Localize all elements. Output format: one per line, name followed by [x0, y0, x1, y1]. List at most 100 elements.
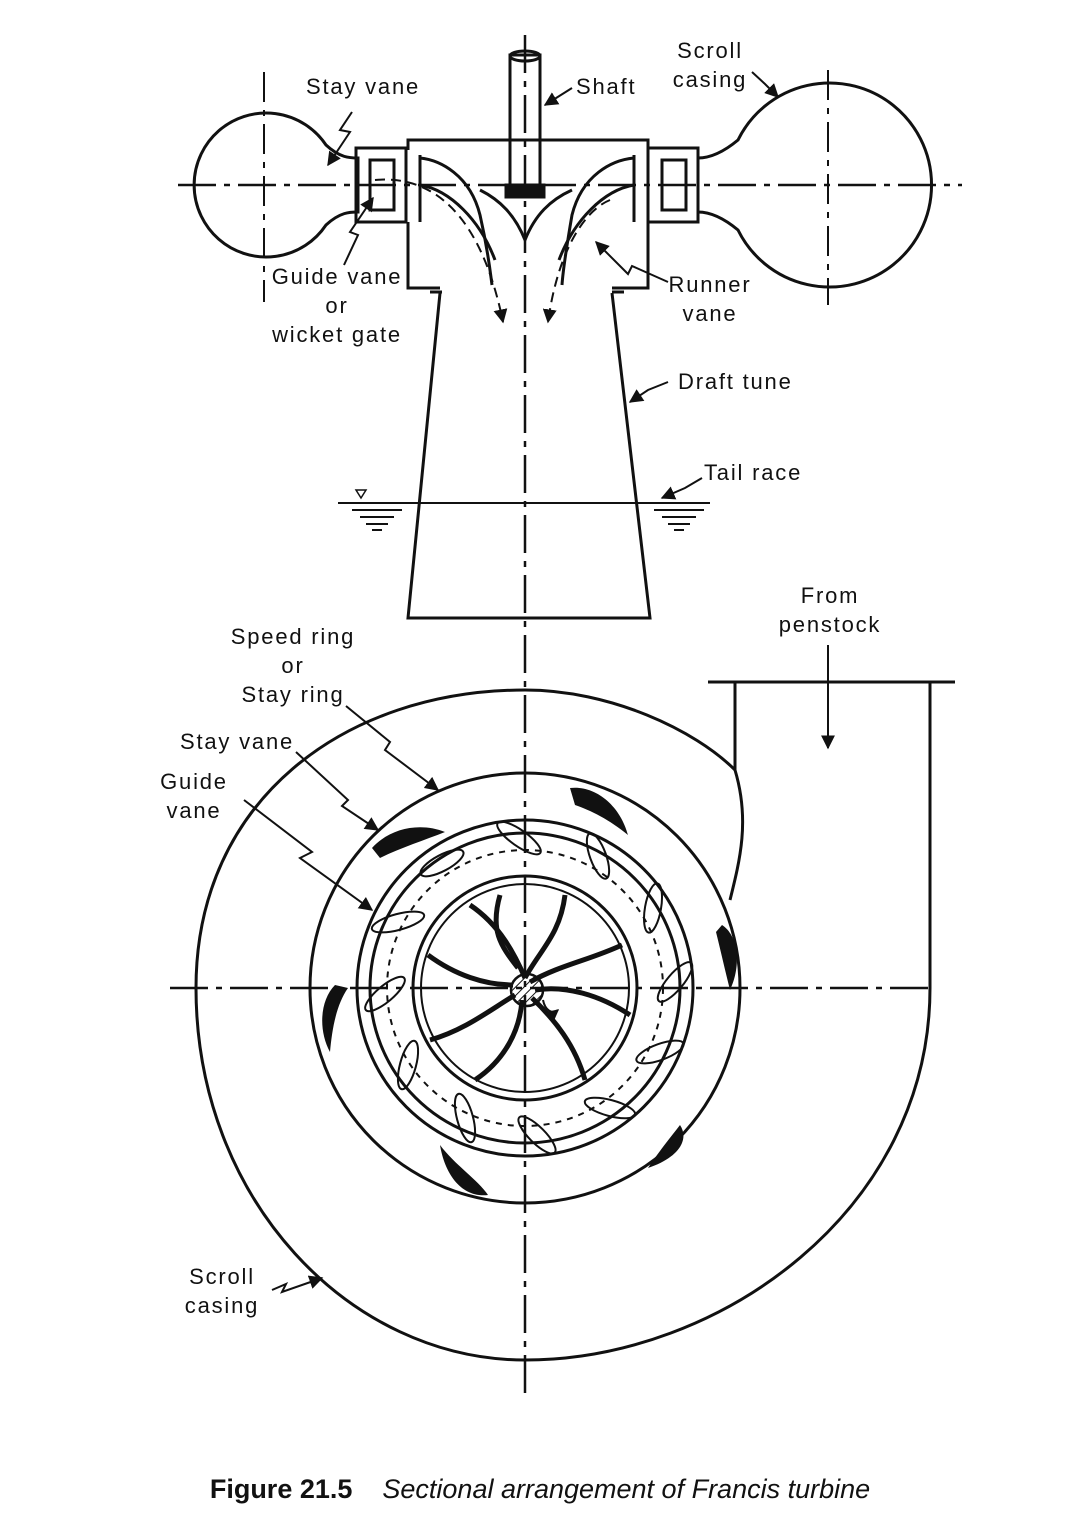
guide-vane	[364, 975, 406, 1013]
label-guide-vane-top: Guide vane or wicket gate	[266, 262, 408, 349]
guide-vane-right	[660, 158, 688, 212]
label-from-penstock: From penstock	[770, 581, 890, 639]
label-scroll-casing-top: Scroll casing	[668, 36, 752, 94]
label-line: vane	[682, 301, 738, 326]
stay-vane	[440, 1145, 488, 1196]
scroll-casing-inner	[728, 769, 745, 901]
label-tail-race: Tail race	[704, 460, 803, 485]
label-shaft: Shaft	[576, 74, 637, 99]
speed-ring-inner	[355, 818, 695, 1158]
guide-vane	[453, 1092, 477, 1144]
figure-title: Sectional arrangement of Francis turbine	[382, 1474, 871, 1504]
scroll-casing-upper	[194, 682, 737, 989]
leader-tail-race	[660, 477, 703, 500]
runner-blade	[530, 996, 588, 1081]
label-line: or	[325, 293, 349, 318]
label-line: Runner	[668, 272, 752, 297]
runner-blade	[468, 902, 528, 979]
label-line: Stay ring	[241, 682, 345, 707]
scroll-casing-right	[696, 81, 934, 289]
runner-housing-right	[612, 222, 650, 290]
stay-vane	[570, 787, 628, 835]
label-scroll-casing-plan: Scroll casing	[180, 1262, 264, 1320]
leader-stay-vane-top	[327, 111, 353, 167]
runner-crown	[479, 188, 573, 245]
guide-vane	[517, 1115, 557, 1155]
runner-blades	[426, 894, 632, 1083]
runner-band-left	[419, 156, 494, 286]
label-draft-tube: Draft tune	[678, 369, 793, 394]
guide-vane	[396, 1039, 420, 1091]
rotation-arrow	[542, 999, 560, 1024]
stay-vane	[372, 827, 445, 858]
runner-blade	[522, 894, 568, 980]
label-guide-vane-plan: Guide vane	[154, 767, 234, 825]
runner-blade	[429, 992, 517, 1043]
runner-blade	[528, 942, 624, 985]
leader-scroll-casing-plan	[271, 1275, 324, 1294]
runner-blade	[493, 894, 520, 970]
speed-ring-outer	[308, 771, 742, 1205]
guide-vane	[643, 882, 663, 934]
runner-vane-curve-left	[419, 183, 497, 261]
label-line: Guide vane	[271, 264, 403, 289]
label-line: vane	[166, 798, 222, 823]
label-stay-vane-plan: Stay vane	[180, 729, 295, 754]
label-line: Guide	[160, 769, 228, 794]
guide-vane	[370, 910, 426, 934]
runner-band-right	[560, 156, 635, 286]
label-line: casing	[672, 67, 748, 92]
leader-draft-tube	[628, 381, 669, 403]
stay-vane	[648, 1125, 684, 1168]
leader-scroll-casing-top	[751, 71, 779, 98]
guide-vane	[585, 832, 611, 880]
runner-vane-curve-right	[557, 183, 635, 261]
figure-number: Figure 21.5	[209, 1474, 353, 1504]
label-line: wicket gate	[272, 322, 402, 347]
label-stay-vane-top: Stay vane	[306, 74, 421, 99]
draft-tube	[406, 292, 652, 620]
runner-blade	[426, 952, 514, 988]
plan-view	[170, 645, 955, 1362]
label-line: From	[800, 583, 860, 608]
leader-speed-ring	[345, 705, 440, 791]
stay-vane	[716, 925, 737, 990]
stay-ring-left	[354, 146, 408, 224]
flow-arrow-left	[374, 178, 508, 324]
label-line: penstock	[778, 612, 882, 637]
leader-stay-vane-plan	[295, 751, 380, 831]
elevation-view	[178, 35, 962, 1400]
flow-arrow-right	[542, 199, 611, 324]
guide-vane	[656, 961, 694, 1003]
runner-blade	[534, 986, 632, 1018]
label-line: or	[281, 653, 305, 678]
stay-ring-right	[646, 146, 700, 224]
guide-vane	[496, 820, 542, 856]
leader-runner-vane	[595, 241, 669, 283]
guide-vane-left	[368, 158, 396, 212]
guide-vane	[583, 1096, 637, 1120]
stay-vane	[322, 985, 348, 1052]
guide-vane	[635, 1039, 685, 1065]
label-speed-ring: Speed ring or Stay ring	[226, 622, 360, 709]
runner-outer	[411, 874, 639, 1102]
runner-hub	[509, 972, 545, 1008]
guide-vanes	[364, 820, 694, 1155]
leader-shaft	[543, 87, 573, 106]
label-line: Speed ring	[230, 624, 356, 649]
scroll-casing-spiral	[194, 682, 932, 1362]
figure-caption: Figure 21.5 Sectional arrangement of Fran…	[0, 1474, 1080, 1505]
shaft-top	[508, 49, 542, 63]
label-line: casing	[184, 1293, 260, 1318]
turbine-casing-cover	[406, 138, 650, 150]
stay-vanes	[322, 787, 737, 1196]
label-line: Scroll	[677, 38, 743, 63]
guide-vane	[419, 848, 465, 878]
leader-guide-vane-top	[343, 196, 374, 266]
leader-guide-vane-plan	[243, 799, 374, 911]
runner-housing-left	[406, 222, 440, 290]
label-runner-vane: Runner vane	[664, 270, 756, 328]
runner-blade	[473, 999, 525, 1083]
runner-inner	[420, 883, 630, 1093]
